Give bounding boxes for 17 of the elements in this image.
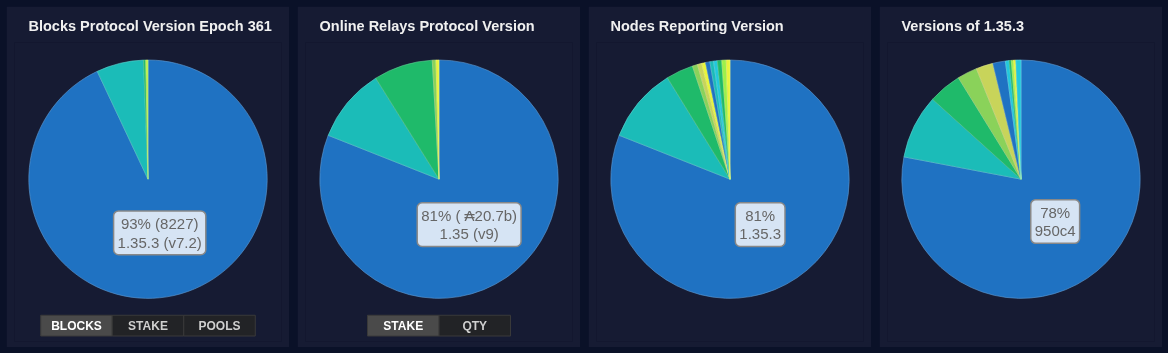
- slice-label: 1.35 (v9): [439, 225, 499, 243]
- data-label: 78%: [1040, 203, 1071, 221]
- data-label: 93% (8227): [120, 214, 199, 232]
- chart-title: Nodes Reporting Version: [610, 17, 784, 34]
- text: QTY: [462, 318, 488, 333]
- slice-label: 1.35.3 (v7.2): [117, 233, 202, 251]
- data-label: 81%: [745, 206, 776, 224]
- text: STAKE: [128, 318, 168, 333]
- chart-title: Online Relays Protocol Version: [319, 17, 535, 34]
- text: STAKE: [383, 318, 424, 333]
- data-label: 81% ( ₳20.7b): [421, 206, 518, 224]
- chart-title: Versions of 1.35.3: [901, 17, 1025, 34]
- chart-title: Blocks Protocol Version Epoch 361: [28, 17, 272, 34]
- slice-label: 950c4: [1034, 222, 1076, 240]
- slice-label: 1.35.3: [739, 225, 782, 243]
- text: BLOCKS: [51, 318, 102, 333]
- text: POOLS: [198, 318, 241, 333]
